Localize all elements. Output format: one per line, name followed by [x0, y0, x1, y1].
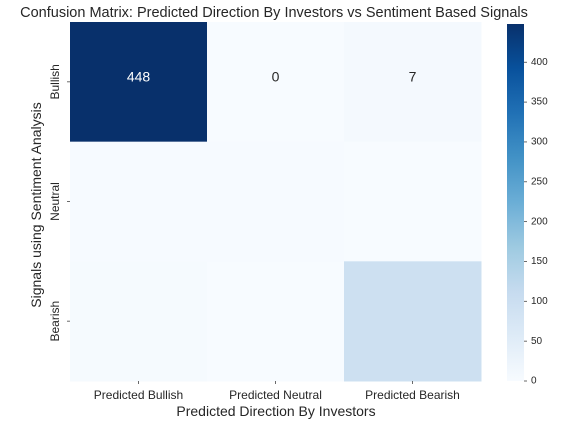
colorbar-tick-label: 350 — [531, 97, 548, 108]
cell-annotation: 7 — [409, 69, 417, 85]
x-tick-label: Predicted Bearish — [365, 388, 460, 402]
heatmap-cell — [344, 22, 482, 143]
colorbar-tick-label: 200 — [531, 216, 548, 227]
heatmap-cell — [70, 141, 208, 262]
y-tick-label: Neutral — [48, 182, 62, 221]
colorbar-tick-label: 100 — [531, 296, 548, 307]
colorbar-tick-label: 400 — [531, 57, 548, 68]
heatmap-cell — [70, 261, 208, 382]
y-tick-label: Bearish — [48, 301, 62, 342]
colorbar-tick-label: 50 — [531, 336, 543, 347]
colorbar — [507, 24, 524, 381]
colorbar-tick-label: 150 — [531, 256, 548, 267]
colorbar-tick-label: 0 — [531, 376, 537, 387]
y-tick-label: Bullish — [48, 64, 62, 99]
colorbar-tick-label: 250 — [531, 176, 548, 187]
y-axis-label: Signals using Sentiment Analysis — [28, 102, 44, 307]
y-tick-labels: Bullish Neutral Bearish — [48, 64, 70, 342]
cell-annotation: 0 — [272, 69, 280, 85]
heatmap-cell — [207, 261, 345, 382]
heatmap-cell — [207, 22, 345, 143]
chart-title: Confusion Matrix: Predicted Direction By… — [20, 5, 528, 21]
x-tick-label: Predicted Bullish — [94, 388, 183, 402]
heatmap-cell — [344, 141, 482, 262]
cell-annotation: 448 — [127, 69, 151, 85]
x-tick-label: Predicted Neutral — [229, 388, 322, 402]
colorbar-tick-label: 300 — [531, 137, 548, 148]
x-axis-label: Predicted Direction By Investors — [176, 403, 375, 419]
x-tick-labels: Predicted Bullish Predicted Neutral Predic… — [94, 381, 460, 402]
heatmap-cell — [207, 141, 345, 262]
cell-annotations: 448 0 7 — [127, 69, 417, 85]
heatmap-cell — [70, 22, 208, 143]
heatmap-cells — [70, 22, 482, 382]
heatmap-cell — [344, 261, 482, 382]
colorbar-ticks: 0 50 100 150 200 250 300 350 400 — [524, 57, 548, 387]
